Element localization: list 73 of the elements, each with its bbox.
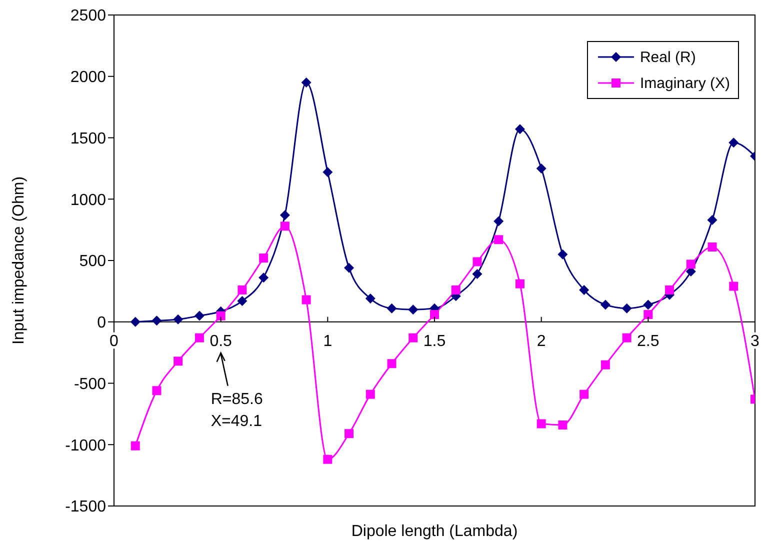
point	[387, 359, 396, 368]
point	[728, 138, 739, 148]
point	[494, 235, 504, 244]
legend-label: Real (R)	[640, 48, 696, 66]
y-tick-label: 1000	[70, 192, 106, 209]
point	[643, 300, 654, 310]
point	[472, 269, 482, 280]
point	[622, 333, 632, 342]
point	[130, 441, 140, 450]
annotation: X=49.1	[210, 412, 262, 430]
x-axis-title: Dipole length (Lambda)	[351, 523, 518, 540]
point	[280, 222, 290, 231]
point	[259, 254, 268, 263]
y-tick-label: 0	[97, 314, 106, 332]
point	[708, 242, 717, 252]
point	[580, 390, 589, 399]
x-tick-label: 2	[536, 332, 546, 350]
point	[280, 210, 290, 220]
point	[494, 216, 504, 226]
y-tick-label: 2500	[70, 8, 106, 25]
point	[451, 285, 460, 294]
point	[558, 420, 568, 430]
point	[152, 316, 162, 326]
point	[686, 260, 696, 269]
point	[194, 333, 204, 342]
x-tick-label: 2.5	[637, 332, 660, 350]
y-tick-label: 1500	[70, 130, 106, 148]
point	[366, 390, 375, 399]
point	[408, 304, 418, 315]
point	[514, 124, 525, 134]
point	[174, 356, 183, 366]
point	[344, 262, 354, 273]
point	[237, 296, 248, 306]
point	[622, 303, 632, 314]
x-tick-label: 1.5	[423, 332, 446, 350]
y-tick-label: 500	[79, 253, 106, 270]
point	[323, 454, 332, 464]
annotation: R=85.6	[210, 390, 263, 408]
point	[430, 310, 439, 320]
point	[665, 285, 674, 294]
y-tick-label: -1000	[65, 437, 106, 454]
point	[173, 314, 184, 324]
legend-label: Imaginary (X)	[640, 74, 730, 92]
point	[579, 284, 590, 295]
point	[472, 257, 482, 266]
point	[344, 429, 354, 438]
point	[729, 282, 738, 291]
y-tick-label: -500	[74, 376, 106, 393]
point	[600, 300, 610, 310]
point	[130, 316, 140, 327]
y-axis-title: Input impedance (Ohm)	[10, 176, 28, 345]
y-tick-label: 2000	[70, 69, 106, 86]
x-tick-label: 0.5	[210, 332, 232, 350]
point	[238, 285, 247, 294]
x-tick-label: 1	[323, 332, 332, 350]
point	[258, 272, 269, 283]
point	[301, 78, 312, 88]
point	[644, 310, 653, 320]
point	[515, 279, 524, 288]
point	[152, 386, 162, 396]
point	[302, 295, 311, 304]
point	[536, 163, 546, 174]
point	[322, 167, 333, 178]
point	[216, 311, 226, 320]
point	[600, 360, 610, 370]
point	[558, 249, 568, 260]
point	[536, 419, 546, 428]
y-tick-label: -1500	[65, 498, 106, 516]
point	[365, 294, 376, 304]
point	[194, 310, 204, 321]
point	[408, 333, 418, 342]
point	[707, 214, 718, 225]
point	[386, 303, 397, 314]
